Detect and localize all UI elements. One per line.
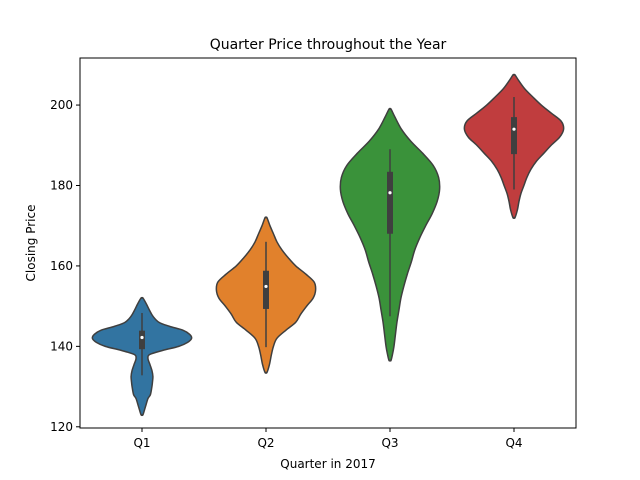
chart-title: Quarter Price throughout the Year: [210, 37, 447, 53]
median-dot-q1: [140, 335, 144, 340]
violins-layer: [91, 73, 565, 417]
x-axis-label: Quarter in 2017: [280, 457, 375, 471]
y-tick-label: 180: [50, 178, 73, 192]
median-dot-q2: [264, 284, 268, 289]
y-tick-label: 200: [50, 98, 73, 112]
median-dot-q4: [512, 127, 516, 131]
y-tick-label: 140: [50, 339, 73, 353]
iqr-box-q1: [139, 330, 145, 350]
iqr-box-q4: [511, 117, 517, 155]
y-axis-label: Closing Price: [24, 205, 38, 282]
iqr-box-q3: [387, 171, 393, 234]
axes-layer: 120 140 160 180 200 Q1 Q2 Q3 Q4: [50, 57, 577, 450]
x-tick-label: Q3: [381, 436, 398, 450]
plot-frame: [79, 57, 577, 429]
x-tick-label: Q4: [505, 436, 522, 450]
x-tick-label: Q2: [257, 436, 274, 450]
y-tick-label: 120: [50, 420, 73, 434]
median-dot-q3: [388, 191, 392, 195]
x-tick-label: Q1: [133, 436, 150, 450]
iqr-box-q2: [263, 270, 269, 309]
y-tick-label: 160: [50, 259, 73, 273]
